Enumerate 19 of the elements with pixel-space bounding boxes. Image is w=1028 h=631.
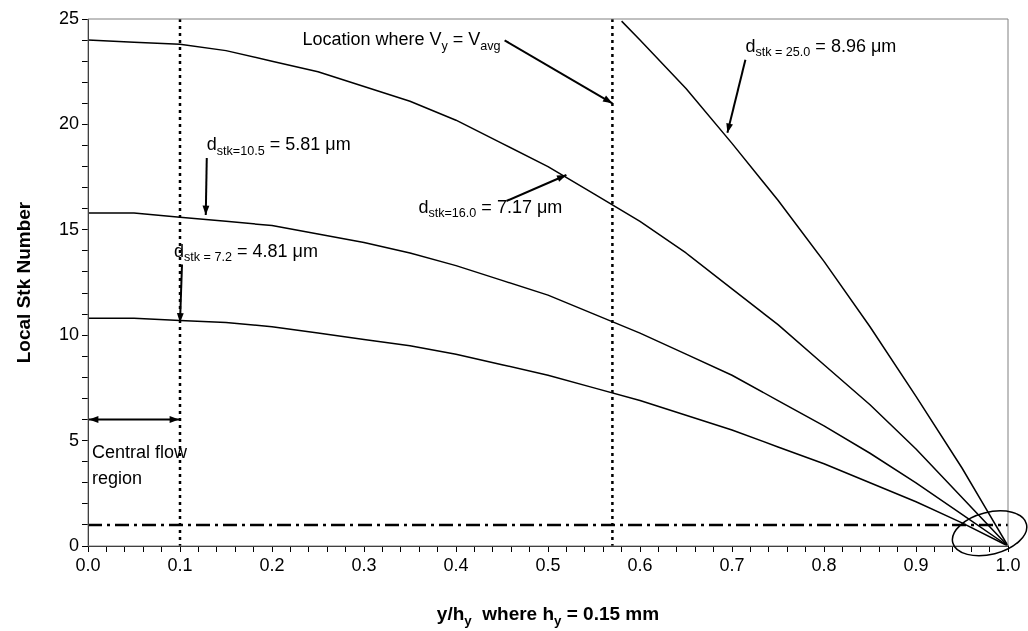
- x-tick-label: 0.0: [75, 554, 101, 575]
- x-tick-label: 0.9: [903, 554, 929, 575]
- y-tick-label: 5: [68, 429, 79, 450]
- x-tick-label: 0.8: [811, 554, 837, 575]
- y-tick-label: 20: [58, 113, 79, 134]
- y-tick-label: 10: [58, 324, 79, 345]
- x-tick-label: 0.4: [443, 554, 469, 575]
- y-tick-label: 25: [58, 7, 79, 28]
- x-tick-label: 0.2: [259, 554, 285, 575]
- x-tick-label: 0.1: [167, 554, 193, 575]
- y-axis-title: Local Stk Number: [13, 201, 34, 364]
- y-tick-label: 15: [58, 218, 79, 239]
- x-tick-label: 0.3: [351, 554, 377, 575]
- x-tick-label: 0.6: [627, 554, 653, 575]
- x-tick-label: 0.7: [719, 554, 745, 575]
- annotation: Central flow region: [92, 441, 189, 488]
- x-tick-label: 1.0: [995, 554, 1021, 575]
- y-tick-label: 0: [68, 534, 79, 555]
- x-tick-label: 0.5: [535, 554, 561, 575]
